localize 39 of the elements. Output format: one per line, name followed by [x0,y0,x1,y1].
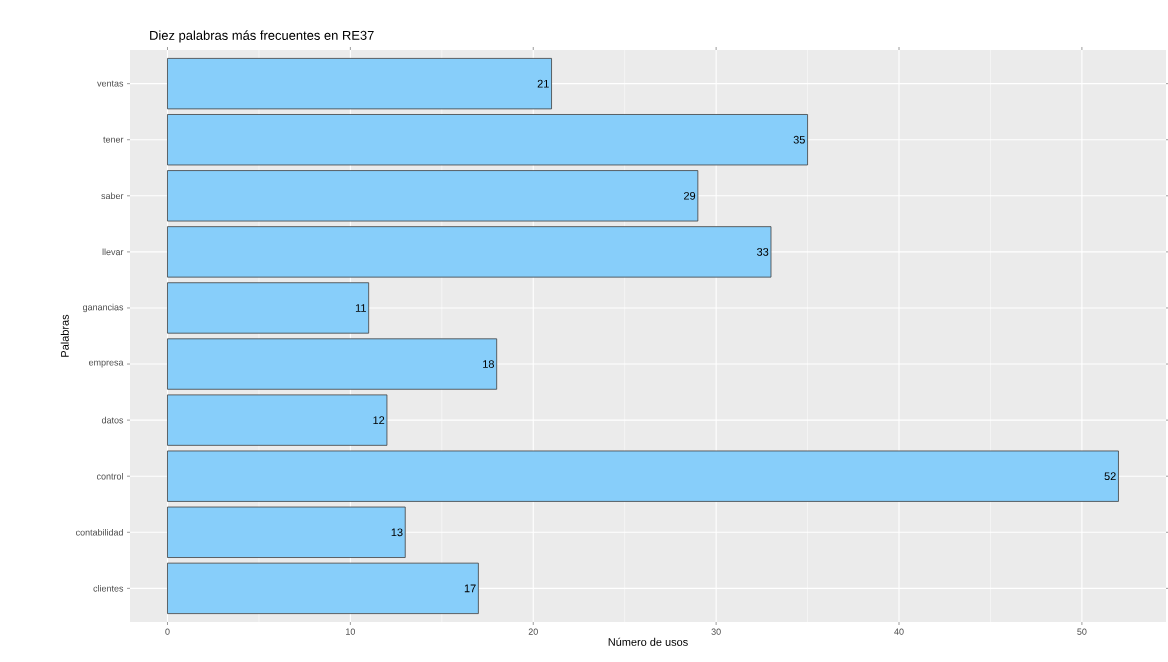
y-tick-label: tener [103,136,124,143]
x-tick-label: 30 [711,628,721,635]
data-label: 33 [757,248,769,256]
y-tick-label: llevar [102,248,124,256]
bar [167,170,699,222]
y-axis-title: Palabras [60,314,69,357]
x-tick-label: 10 [346,628,356,635]
bar [167,506,406,558]
data-label: 17 [464,584,476,593]
bar [167,450,1119,502]
data-label: 11 [355,304,366,312]
y-tick-label: contabilidad [76,528,123,536]
x-tick-label: 0 [165,628,170,635]
x-tick-label: 20 [528,628,538,635]
data-label: 52 [1104,472,1116,481]
bar [167,338,498,390]
data-label: 21 [537,79,549,88]
y-tick-label: clientes [93,585,124,592]
data-label: 29 [684,191,696,200]
y-tick-label: datos [101,416,124,424]
chart-title: Diez palabras más frecuentes en RE37 [150,30,374,43]
data-label: 35 [793,135,805,144]
bar [167,114,808,166]
bar [167,226,772,278]
x-tick-label: 40 [894,628,904,635]
bar [167,394,388,446]
bar [167,58,552,110]
y-tick-label: control [96,472,123,480]
bar [167,562,479,614]
y-tick-label: ganancias [82,303,124,313]
y-tick-label: saber [101,192,124,200]
x-axis-title: Número de usos [608,637,688,646]
data-label: 12 [373,416,385,424]
data-label: 13 [391,528,403,537]
data-label: 18 [483,360,494,368]
bar [167,282,370,334]
x-tick-label: 50 [1077,628,1087,635]
y-tick-label: ventas [97,80,124,87]
y-tick-label: empresa [88,360,124,368]
